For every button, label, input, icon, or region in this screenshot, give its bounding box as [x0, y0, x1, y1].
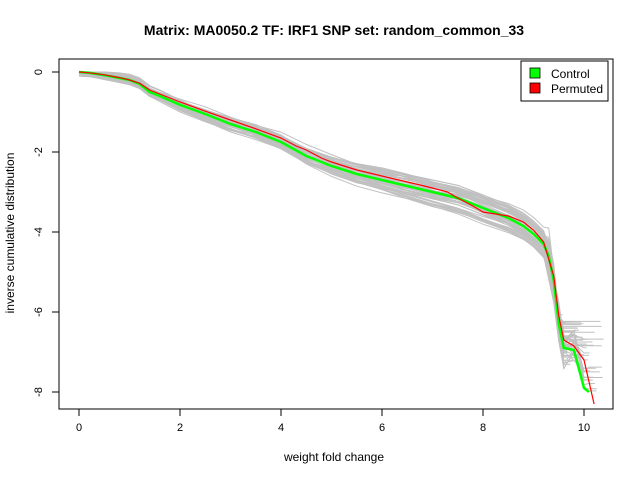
y-tick-label: -4 — [33, 227, 45, 237]
x-tick-label: 4 — [278, 422, 284, 434]
x-tick-label: 8 — [480, 422, 486, 434]
series-layer — [78, 70, 595, 405]
x-tick-label: 10 — [578, 422, 590, 434]
x-tick-label: 2 — [177, 422, 183, 434]
x-tick-label: 6 — [379, 422, 385, 434]
permutation-curve — [79, 71, 565, 338]
legend-swatch-control — [529, 67, 541, 79]
legend-label-control: Control — [551, 67, 590, 81]
y-tick-label: -2 — [33, 147, 45, 157]
y-axis-label: inverse cumulative distribution — [3, 153, 17, 314]
x-axis-label: weight fold change — [283, 450, 384, 464]
series-line-control — [78, 70, 590, 393]
y-tick-label: -6 — [33, 307, 45, 317]
series-line-permuted — [78, 71, 595, 405]
y-tick-label: -8 — [33, 387, 45, 397]
x-axis: 0 2 4 6 8 10 — [76, 408, 590, 434]
legend-label-permuted: Permuted — [551, 82, 603, 96]
y-tick-label: 0 — [33, 69, 45, 75]
chart-title: Matrix: MA0050.2 TF: IRF1 SNP set: rando… — [144, 22, 524, 38]
legend: Control Permuted — [520, 60, 609, 102]
y-axis: 0 -2 -4 -6 -8 — [33, 69, 60, 397]
legend-swatch-permuted — [529, 82, 541, 94]
x-tick-label: 0 — [76, 422, 82, 434]
